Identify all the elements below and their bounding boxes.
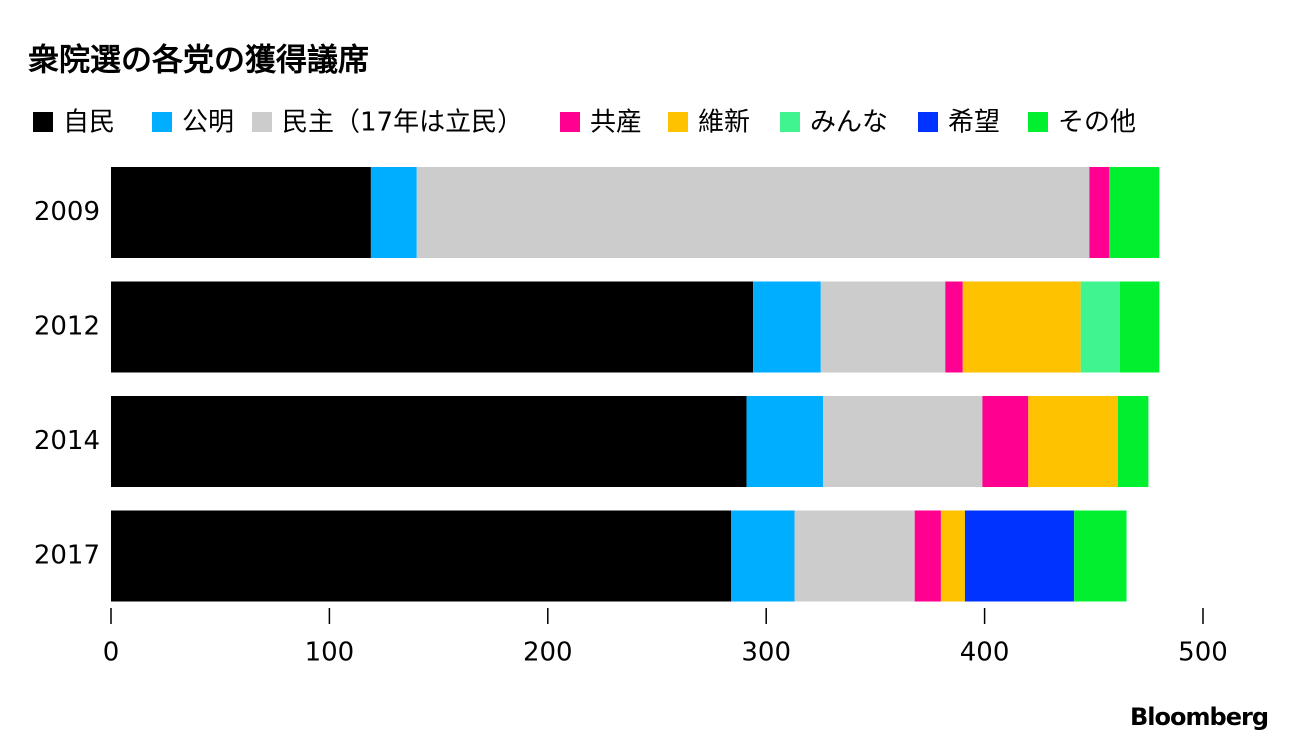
legend-label: 民主（17年は立民） xyxy=(282,108,523,138)
legend-swatch xyxy=(152,112,172,132)
legend-swatch xyxy=(780,112,800,132)
y-tick-label: 2009 xyxy=(34,197,100,227)
bar-segment xyxy=(731,510,795,602)
bar-segment xyxy=(111,396,747,487)
legend-swatch xyxy=(1028,112,1048,132)
legend-label: みんな xyxy=(810,108,888,138)
bar-segment xyxy=(753,281,821,373)
bar-segment xyxy=(1028,396,1118,487)
bar-segment xyxy=(964,510,1075,602)
bar-segment xyxy=(111,281,754,373)
bar-segment xyxy=(1080,281,1121,373)
legend-label: 自民 xyxy=(63,108,115,138)
legend-swatch xyxy=(668,112,688,132)
x-tick-label: 0 xyxy=(103,638,120,668)
bar-segment xyxy=(111,167,371,258)
bar-segment xyxy=(794,510,915,602)
legend-label: その他 xyxy=(1058,108,1136,138)
legend-swatch xyxy=(252,112,272,132)
y-tick-label: 2012 xyxy=(34,312,100,342)
legend-swatch xyxy=(33,112,53,132)
bar-segment xyxy=(962,281,1081,373)
bar-segment xyxy=(1109,167,1160,258)
y-tick-label: 2014 xyxy=(34,426,100,456)
chart-title: 衆院選の各党の獲得議席 xyxy=(28,43,369,79)
x-tick-label: 400 xyxy=(960,638,1010,668)
legend-label: 希望 xyxy=(948,108,1000,138)
bar-segment xyxy=(370,167,417,258)
bar-segment xyxy=(940,510,965,602)
source: Bloomberg xyxy=(1130,703,1268,731)
y-tick-label: 2017 xyxy=(34,541,100,571)
legend-swatch xyxy=(560,112,580,132)
bar-segment xyxy=(111,510,732,602)
bar-segment xyxy=(822,396,983,487)
bar-segment xyxy=(820,281,946,373)
bar-segment xyxy=(1120,281,1160,373)
bar-segment xyxy=(914,510,941,602)
bar-segment xyxy=(416,167,1090,258)
bar-segment xyxy=(1074,510,1127,602)
legend-swatch xyxy=(918,112,938,132)
bar-segment xyxy=(1089,167,1110,258)
x-tick-label: 500 xyxy=(1178,638,1228,668)
x-tick-label: 300 xyxy=(741,638,791,668)
legend-label: 維新 xyxy=(698,108,750,138)
x-tick-label: 200 xyxy=(523,638,573,668)
bar-segment xyxy=(982,396,1029,487)
bar-segment xyxy=(746,396,823,487)
x-tick-label: 100 xyxy=(305,638,355,668)
legend-label: 公明 xyxy=(182,108,234,138)
legend-label: 共産 xyxy=(590,108,642,138)
bar-segment xyxy=(1117,396,1149,487)
bar-segment xyxy=(945,281,963,373)
